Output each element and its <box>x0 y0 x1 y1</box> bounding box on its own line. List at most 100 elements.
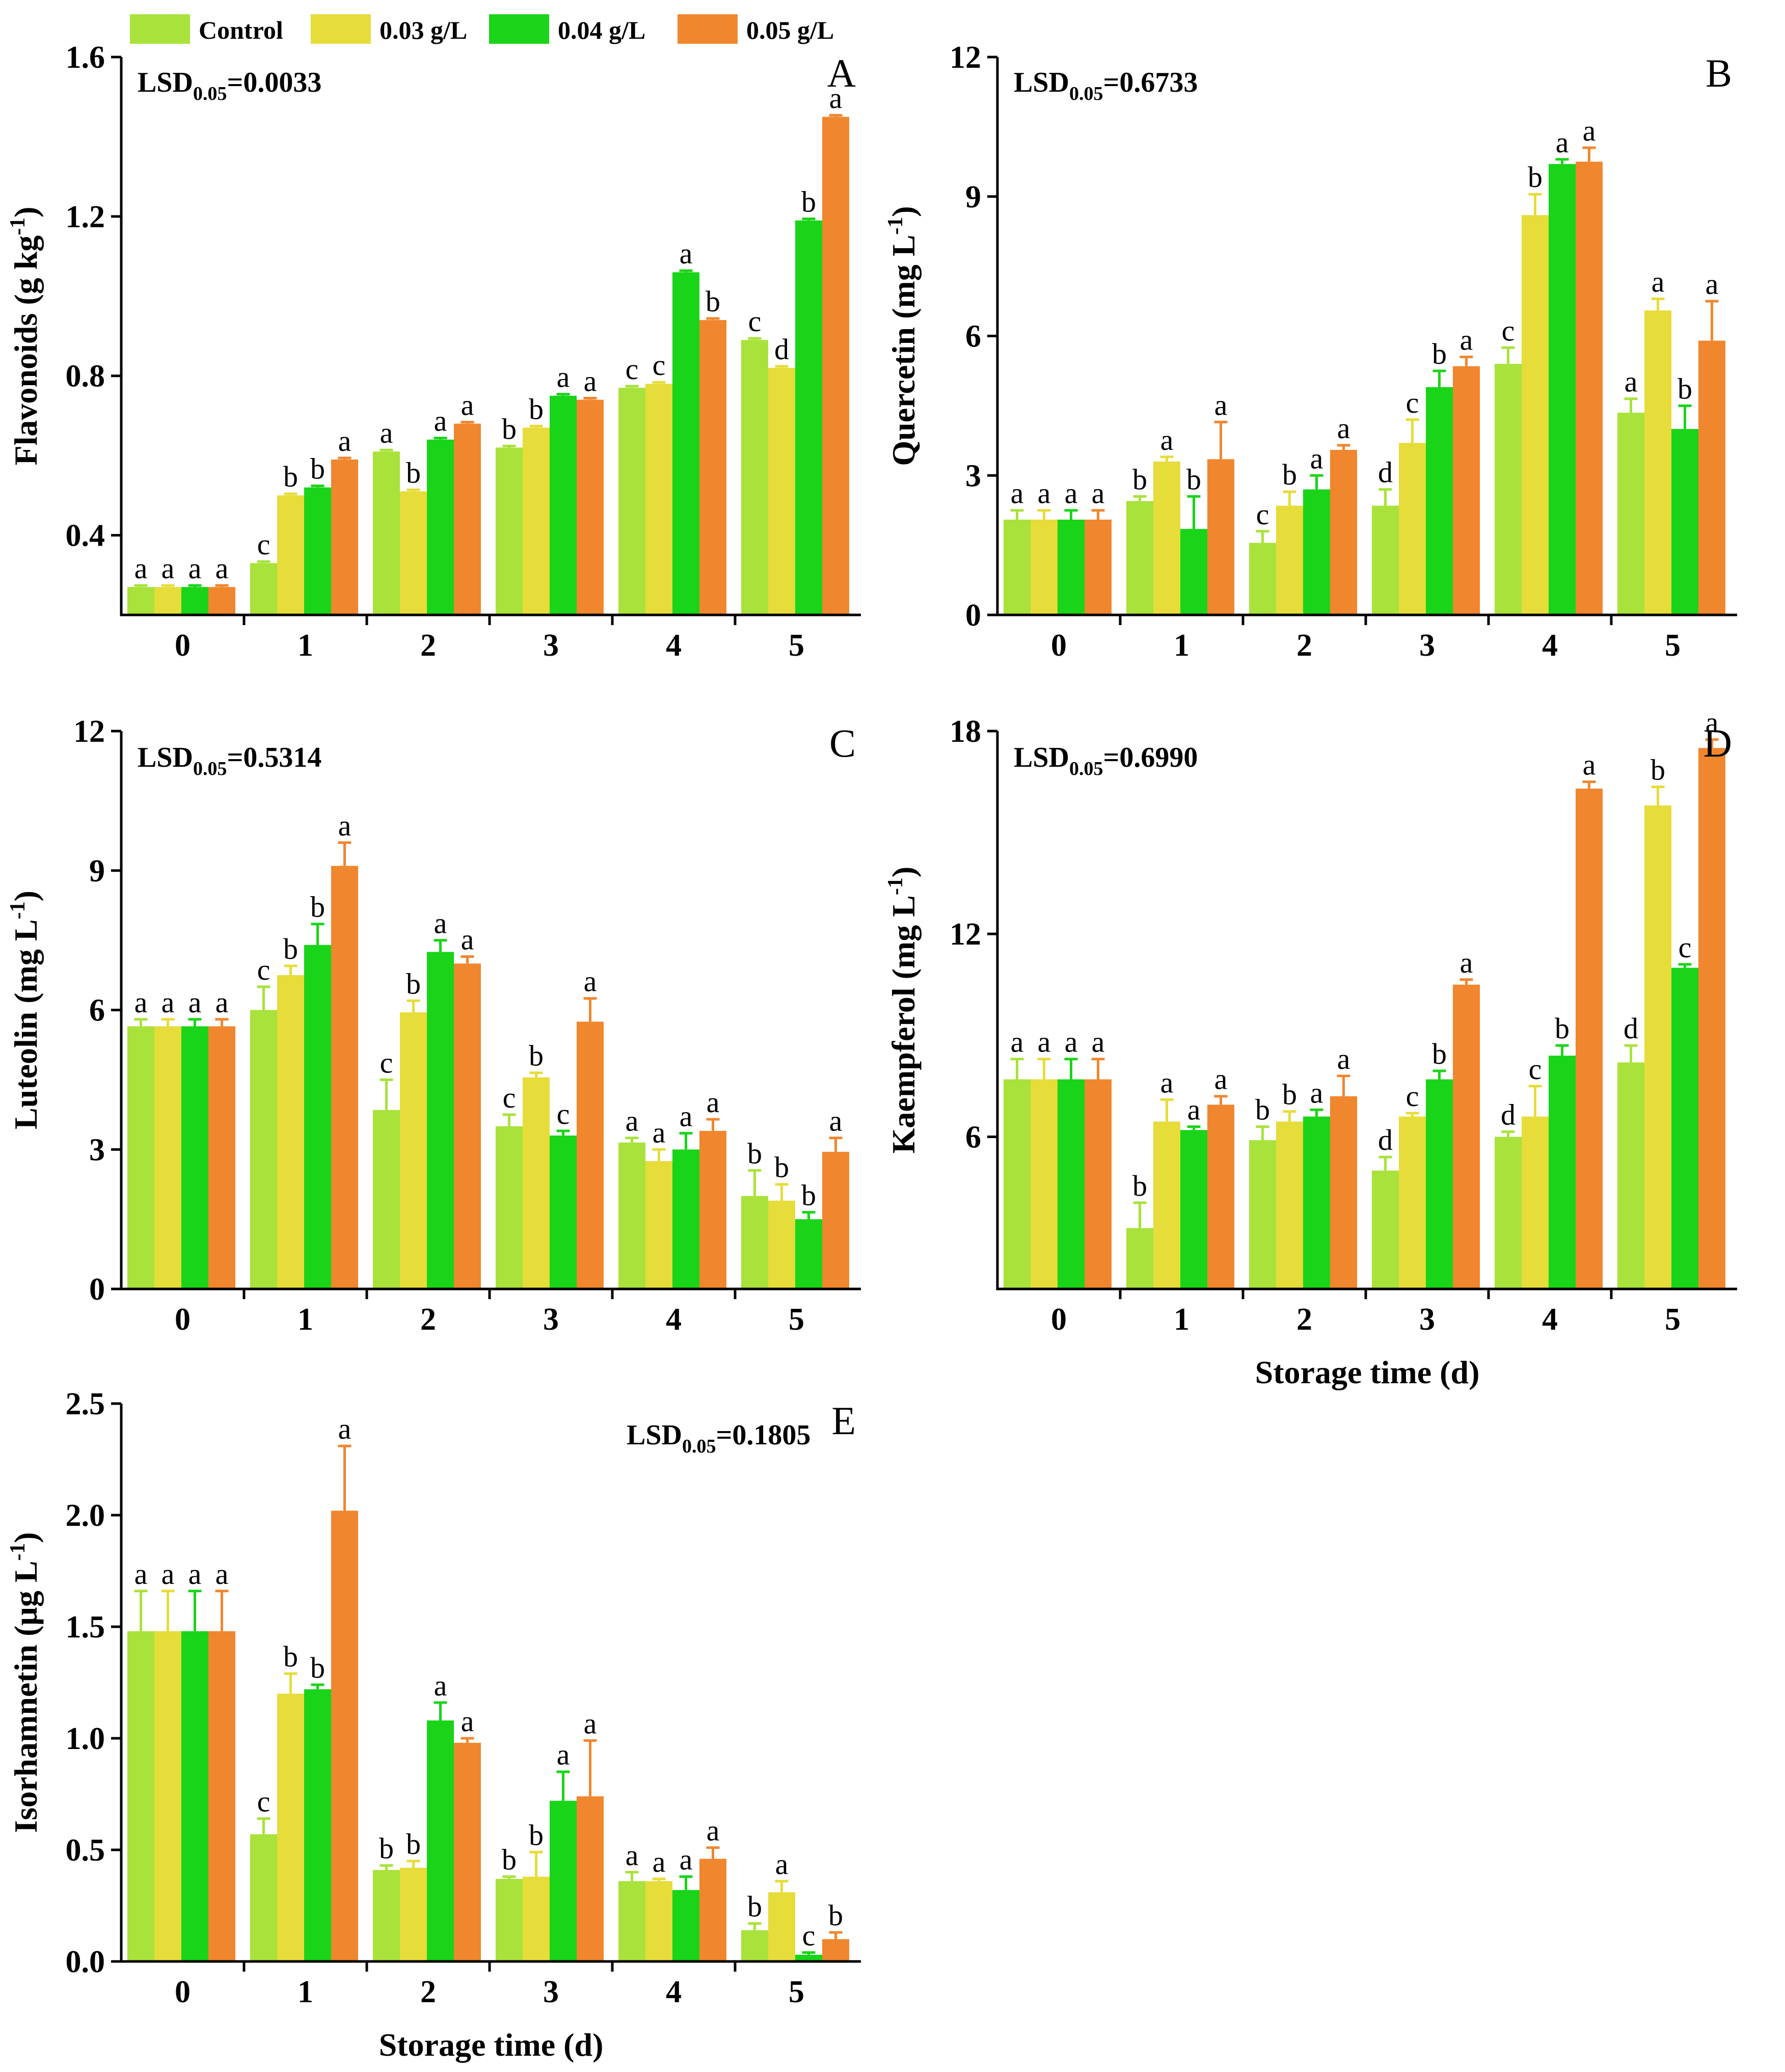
ylabel-sup-D: -1 <box>884 877 907 895</box>
lsd-prefix-A: LSD <box>138 67 193 98</box>
bar-A-s0-c0 <box>127 587 154 615</box>
bar-B-s0-c0 <box>1004 519 1031 615</box>
sig-letter-C-s2-c0: a <box>188 986 202 1019</box>
bar-A-s0-c5 <box>741 340 768 615</box>
bar-D-s0-c5 <box>1617 1062 1644 1289</box>
bar-A-s2-c5 <box>795 220 822 615</box>
bar-E-s2-c0 <box>181 1631 208 1961</box>
xlabel-D: Storage time (d) <box>1255 1354 1480 1390</box>
ytick-label-E-0: 0.0 <box>66 1945 105 1979</box>
sig-letter-B-s3-c2: a <box>1337 412 1350 445</box>
sig-letter-A-s2-c2: a <box>434 405 447 438</box>
ytick-label-C-3: 9 <box>89 854 105 889</box>
sig-letter-E-s0-c3: b <box>502 1843 517 1876</box>
bar-A-s3-c5 <box>822 117 849 615</box>
bar-A-s0-c3 <box>496 447 523 615</box>
bar-A-s2-c4 <box>672 272 699 615</box>
bar-B-s1-c3 <box>1399 443 1426 615</box>
sig-letter-E-s2-c1: b <box>310 1651 325 1684</box>
sig-letter-C-s2-c2: a <box>434 907 447 940</box>
xtick-label-B-5: 5 <box>1665 628 1681 663</box>
bar-B-s2-c2 <box>1303 489 1330 615</box>
bar-D-s0-c1 <box>1126 1228 1153 1289</box>
ytick-label-E-4: 2.0 <box>66 1498 105 1533</box>
bar-E-s3-c3 <box>577 1796 604 1961</box>
lsd-value-B: =0.6733 <box>1103 67 1198 98</box>
ytick-label-B-1: 3 <box>965 459 981 493</box>
bar-B-s0-c5 <box>1617 413 1644 615</box>
sig-letter-D-s2-c2: a <box>1310 1076 1323 1109</box>
bar-A-s2-c0 <box>181 587 208 615</box>
sig-letter-D-s1-c3: c <box>1406 1080 1419 1113</box>
lsd-sub-A: 0.05 <box>193 83 227 104</box>
bar-B-s0-c2 <box>1249 543 1276 615</box>
ytick-label-B-0: 0 <box>965 598 981 633</box>
lsd-sub-E: 0.05 <box>682 1436 716 1457</box>
sig-letter-A-s3-c2: a <box>461 388 474 421</box>
sig-letter-C-s1-c2: b <box>406 967 421 1000</box>
legend-swatch-1 <box>311 14 371 44</box>
sig-letter-A-s1-c4: c <box>653 348 666 382</box>
sig-letter-D-s2-c1: a <box>1187 1093 1201 1126</box>
bar-A-s2-c3 <box>550 395 577 615</box>
lsd-prefix-E: LSD <box>627 1419 682 1451</box>
ytick-label-E-3: 1.5 <box>66 1610 105 1645</box>
bar-B-s2-c0 <box>1058 519 1085 615</box>
bar-A-s1-c1 <box>277 495 304 615</box>
bar-D-s3-c0 <box>1085 1079 1112 1289</box>
lsd-value-D: =0.6990 <box>1103 742 1198 773</box>
ytick-label-E-2: 1.0 <box>66 1721 105 1756</box>
sig-letter-E-s1-c5: a <box>775 1847 789 1880</box>
bar-C-s3-c5 <box>822 1151 849 1289</box>
sig-letter-C-s3-c1: a <box>338 809 351 842</box>
bar-C-s2-c3 <box>550 1135 577 1289</box>
sig-letter-C-s3-c5: a <box>829 1104 843 1137</box>
bar-D-s3-c2 <box>1330 1096 1357 1289</box>
sig-letter-C-s2-c5: b <box>801 1178 816 1212</box>
sig-letter-E-s1-c0: a <box>161 1557 175 1591</box>
sig-letter-D-s1-c2: b <box>1282 1078 1297 1111</box>
sig-letter-C-s3-c0: a <box>215 986 229 1019</box>
sig-letter-E-s3-c0: a <box>215 1557 229 1591</box>
ylabel-main-C: Luteolin (mg L <box>8 919 44 1129</box>
ylabel-main-E: Isorhamnetin (μg L <box>8 1561 44 1833</box>
panel-letter-C: C <box>829 721 856 765</box>
bar-D-s2-c0 <box>1058 1079 1085 1289</box>
bar-C-s2-c1 <box>304 945 331 1289</box>
bar-E-s0-c1 <box>250 1834 277 1961</box>
bar-B-s0-c4 <box>1495 364 1522 615</box>
lsd-annotation-B: LSD0.05=0.6733 <box>1014 67 1198 104</box>
sig-letter-D-s0-c5: d <box>1624 1012 1638 1045</box>
bar-A-s2-c1 <box>304 487 331 615</box>
bar-E-s1-c3 <box>523 1876 550 1961</box>
ylabel-main-A: Flavonoids (g kg <box>8 235 44 466</box>
sig-letter-A-s0-c1: c <box>257 528 271 561</box>
legend: Control 0.03 g/L 0.04 g/L 0.05 g/L <box>130 14 834 44</box>
bar-A-s3-c1 <box>331 459 358 615</box>
bar-C-s2-c4 <box>672 1149 699 1289</box>
bar-B-s3-c2 <box>1330 450 1357 615</box>
bar-B-s3-c3 <box>1453 366 1480 615</box>
sig-letter-A-s0-c2: a <box>380 416 393 449</box>
xtick-label-B-4: 4 <box>1542 628 1558 663</box>
sig-letter-B-s3-c1: a <box>1214 388 1228 421</box>
bar-A-s0-c4 <box>618 388 645 615</box>
sig-letter-D-s2-c4: b <box>1555 1012 1570 1045</box>
xlabel-E: Storage time (d) <box>379 2027 604 2063</box>
bar-C-s1-c2 <box>400 1012 427 1289</box>
sig-letter-B-s3-c0: a <box>1092 477 1105 510</box>
xtick-label-A-2: 2 <box>420 628 436 663</box>
sig-letter-D-s3-c2: a <box>1337 1042 1350 1075</box>
ylabel-sup-B: -1 <box>884 217 907 235</box>
lsd-annotation-D: LSD0.05=0.6990 <box>1014 742 1198 779</box>
legend-label-3: 0.05 g/L <box>746 16 834 44</box>
sig-letter-A-s1-c5: d <box>774 333 789 366</box>
sig-letter-A-s3-c4: b <box>706 285 720 318</box>
ylabel-sup-A: -1 <box>6 218 30 235</box>
bar-C-s0-c5 <box>741 1196 768 1289</box>
bar-E-s1-c5 <box>768 1892 795 1961</box>
sig-letter-E-s0-c1: c <box>257 1785 271 1818</box>
xtick-label-B-1: 1 <box>1174 628 1189 663</box>
bar-E-s1-c4 <box>645 1881 672 1961</box>
